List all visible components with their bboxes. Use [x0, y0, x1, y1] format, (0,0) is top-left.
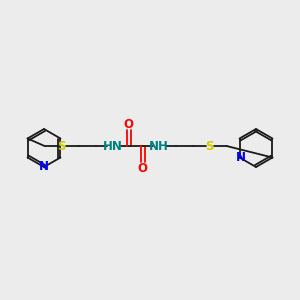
Text: N: N [236, 151, 245, 164]
Text: S: S [205, 140, 214, 152]
Text: N: N [39, 160, 49, 173]
Text: O: O [137, 161, 148, 175]
Text: NH: NH [148, 140, 169, 152]
Text: S: S [57, 140, 66, 152]
Text: HN: HN [103, 140, 122, 152]
Text: O: O [124, 118, 134, 130]
